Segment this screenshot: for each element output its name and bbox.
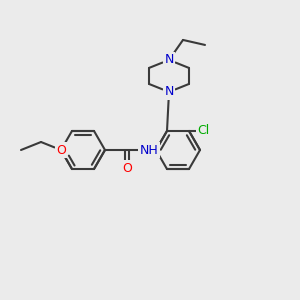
Text: N: N bbox=[164, 53, 174, 66]
Text: N: N bbox=[164, 85, 174, 98]
Text: O: O bbox=[122, 161, 132, 175]
Text: O: O bbox=[56, 143, 66, 157]
Text: Cl: Cl bbox=[197, 124, 209, 137]
Text: NH: NH bbox=[140, 143, 158, 157]
